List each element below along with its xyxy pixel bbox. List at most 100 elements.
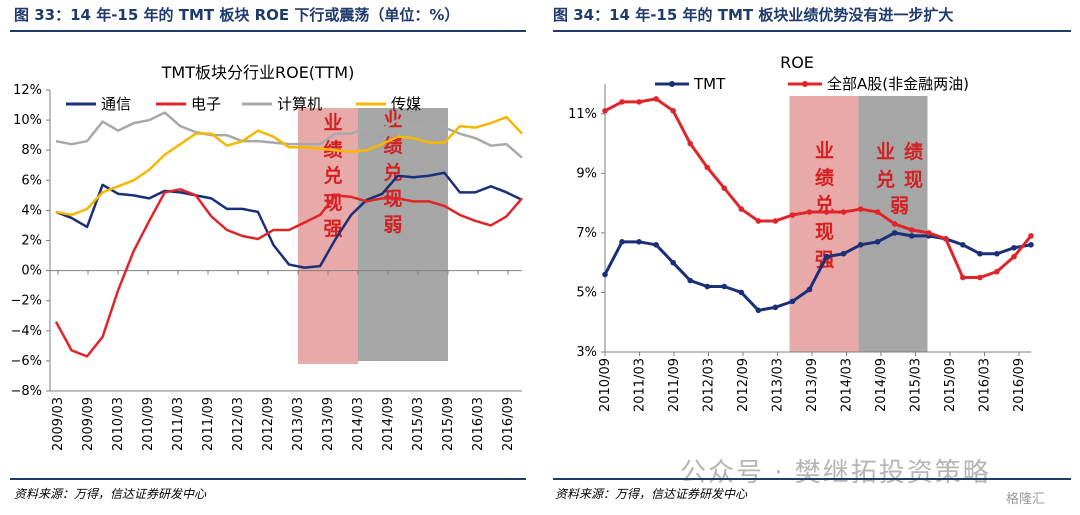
annotation-band [789, 96, 859, 352]
y-tick-label: −2% [10, 294, 42, 309]
series-line [54, 188, 523, 358]
right-top-divider [553, 30, 1071, 32]
annotation-char: 弱 [383, 214, 402, 236]
x-tick-label: 2010/09 [598, 358, 613, 412]
data-point [977, 250, 983, 257]
left-bottom-divider [10, 478, 526, 480]
data-point [1028, 233, 1034, 239]
data-point [687, 277, 693, 284]
x-tick-label: 2016/09 [501, 397, 516, 451]
data-point [687, 140, 693, 147]
y-tick-label: 3% [576, 345, 597, 360]
legend-label: 全部A股(非金融两油) [827, 75, 969, 93]
legend-marker [802, 81, 808, 87]
data-point [891, 230, 898, 236]
data-point [840, 209, 847, 215]
x-tick-label: 2015/03 [411, 397, 426, 451]
annotation-char: 弱 [890, 195, 909, 217]
annotation-char: 兑 [383, 161, 402, 184]
left-top-divider [10, 30, 526, 32]
data-point [925, 230, 932, 236]
data-point [602, 108, 608, 114]
x-tick-label: 2010/03 [111, 397, 126, 451]
x-tick-label: 2013/03 [771, 358, 786, 412]
legend-label: 电子 [191, 95, 221, 113]
x-tick-label: 2013/09 [321, 397, 336, 451]
y-tick-label: 7% [576, 226, 597, 241]
data-point [806, 286, 813, 293]
y-tick-label: −8% [10, 384, 42, 399]
y-tick-label: 12% [13, 83, 42, 98]
y-tick-label: −4% [10, 324, 42, 339]
chart-title: TMT板块分行业ROE(TTM) [161, 63, 355, 82]
series-line [604, 97, 1033, 280]
legend-label: 通信 [101, 95, 131, 113]
series-line [55, 115, 523, 217]
x-tick-label: 2011/03 [633, 358, 648, 412]
right-source-note: 资料来源：万得，信达证券研发中心 [555, 487, 748, 501]
data-point [857, 242, 864, 248]
data-point [653, 242, 659, 248]
data-point [704, 164, 711, 171]
x-tick-label: 2011/03 [171, 397, 186, 451]
x-tick-label: 2014/03 [840, 358, 855, 412]
data-point [670, 259, 676, 266]
data-point [602, 271, 608, 278]
annotation-char: 绩 [815, 166, 834, 189]
annotation-char: 现 [323, 192, 342, 214]
data-point [636, 239, 642, 245]
data-point [721, 283, 728, 290]
data-point [891, 221, 898, 227]
annotation-char: 现 [815, 221, 834, 243]
x-tick-label: 2009/09 [81, 397, 96, 451]
data-point [789, 212, 796, 218]
right-bottom-divider [553, 478, 1071, 480]
data-point [619, 99, 625, 105]
data-point [636, 99, 642, 105]
data-point [908, 233, 915, 239]
data-point [755, 307, 762, 314]
data-point [738, 206, 745, 212]
x-tick-label: 2011/09 [667, 358, 682, 412]
data-point [772, 218, 779, 224]
series-line [55, 171, 523, 269]
x-tick-label: 2013/09 [805, 358, 820, 412]
y-tick-label: 9% [576, 166, 597, 181]
data-point [670, 108, 676, 114]
x-tick-label: 2014/03 [351, 397, 366, 451]
data-point [755, 218, 762, 224]
data-point [823, 253, 830, 260]
x-tick-label: 2015/03 [909, 358, 924, 412]
x-tick-label: 2014/09 [381, 397, 396, 451]
data-point [789, 298, 796, 305]
x-tick-label: 2012/03 [702, 358, 717, 412]
x-tick-label: 2015/09 [441, 397, 456, 451]
annotation-char: 绩 [904, 140, 923, 163]
data-point [806, 209, 813, 215]
annotation-char: 业 [815, 140, 834, 162]
data-point [772, 304, 779, 311]
data-point [653, 96, 659, 102]
data-point [908, 227, 915, 233]
y-tick-label: 8% [21, 143, 42, 158]
data-point [721, 185, 728, 192]
series-line [55, 111, 523, 159]
annotation-char: 强 [323, 218, 342, 240]
x-tick-label: 2013/03 [291, 397, 306, 451]
data-point [1011, 253, 1017, 260]
data-point [738, 289, 745, 296]
x-tick-label: 2012/09 [736, 358, 751, 412]
y-tick-label: 4% [21, 203, 42, 218]
left-figure-title: 图 33：14 年-15 年的 TMT 板块 ROE 下行或震荡（单位：%） [14, 6, 460, 24]
y-tick-label: 2% [21, 234, 42, 249]
left-roe-chart: 业绩兑现强业绩兑现弱−8%−6%−4%−2%0%2%4%6%8%10%12%20… [10, 63, 523, 451]
y-tick-label: 10% [13, 113, 42, 128]
data-point [874, 239, 881, 245]
legend-label: 传媒 [391, 95, 421, 113]
data-point [1028, 242, 1034, 248]
x-tick-label: 2012/09 [261, 397, 276, 451]
annotation-char: 现 [904, 169, 923, 191]
annotation-char: 兑 [815, 193, 834, 216]
annotation-char: 业 [323, 112, 342, 134]
